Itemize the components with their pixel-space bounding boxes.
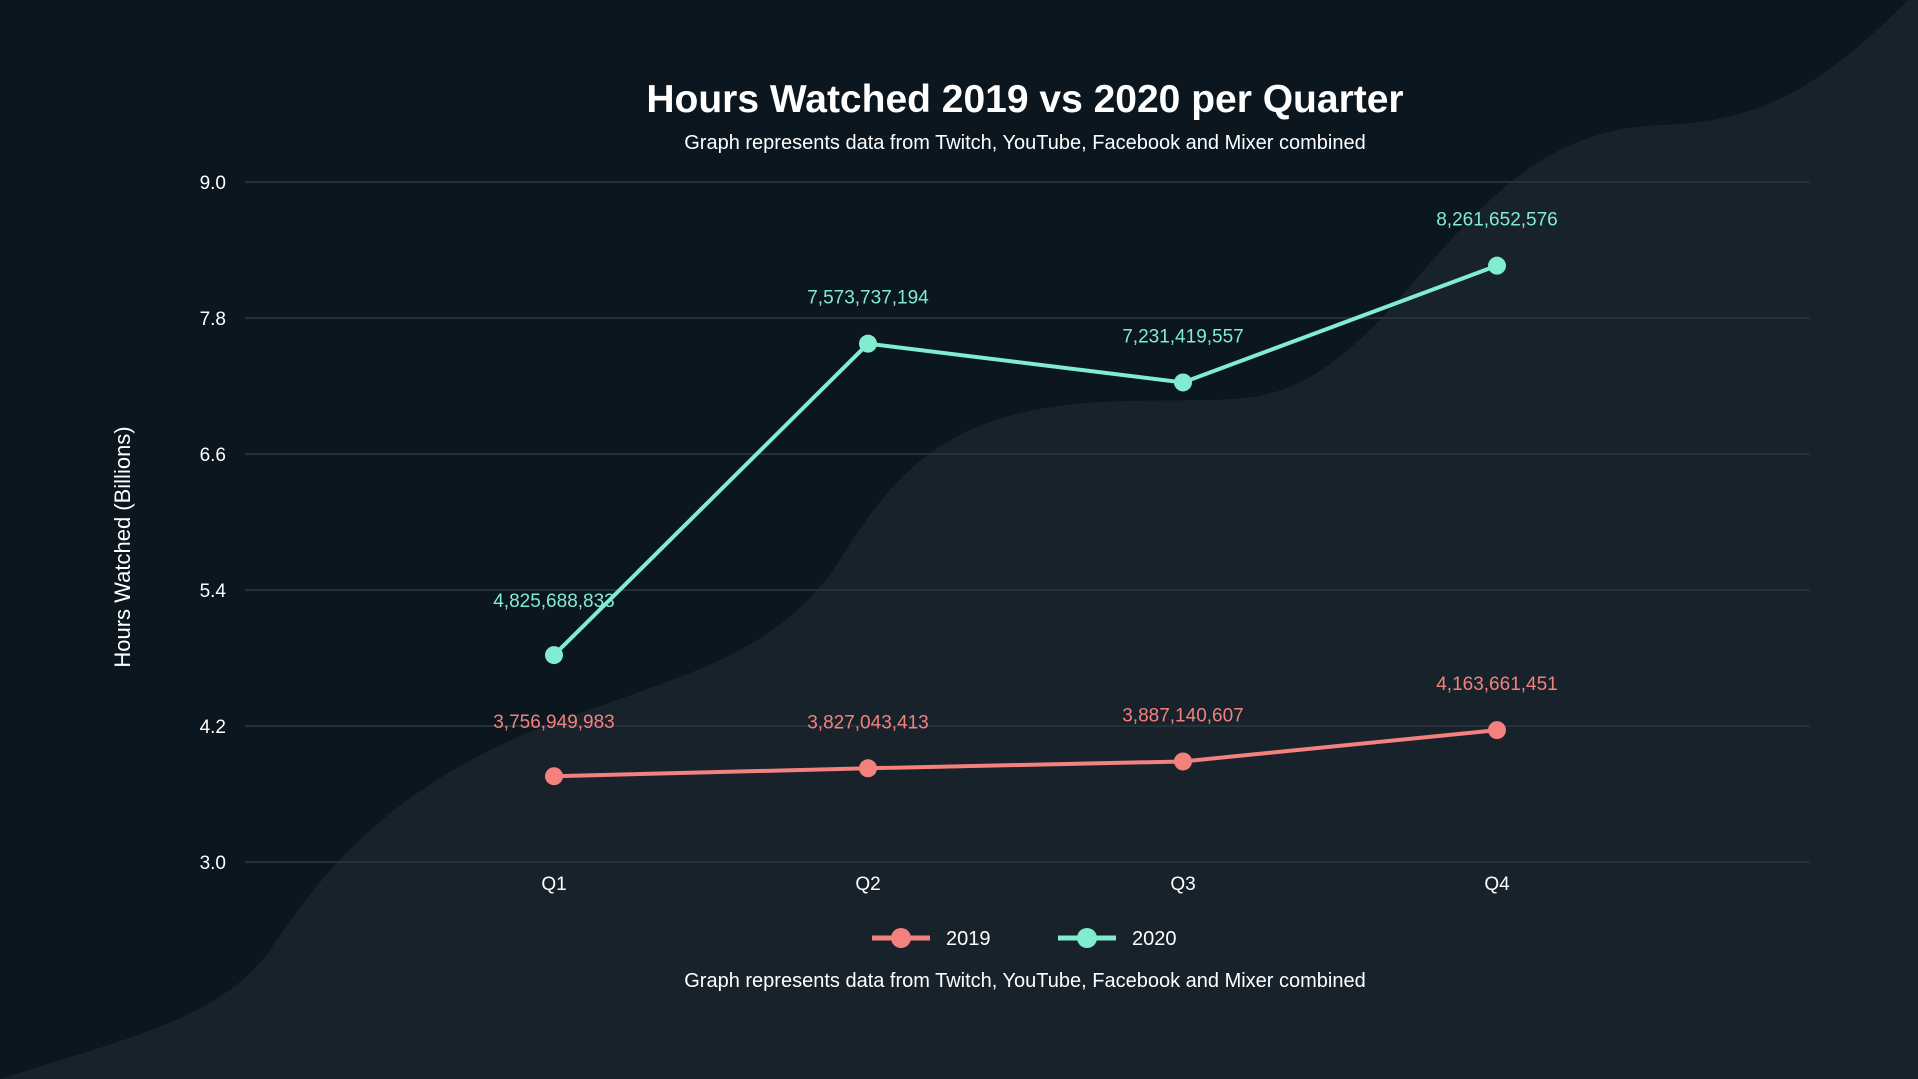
chart-subtitle: Graph represents data from Twitch, YouTu… [684,132,1365,154]
y-tick-label: 4.2 [200,717,226,738]
x-tick-label: Q3 [1170,874,1195,895]
legend: 2019 2020 [872,928,1177,950]
data-label: 7,573,737,194 [807,288,929,309]
legend-item-2019[interactable]: 2019 [872,928,991,950]
x-tick-label: Q1 [541,874,566,895]
data-point [1488,256,1506,275]
data-label: 4,825,688,833 [493,591,615,612]
series-2019: 3,756,949,983 3,827,043,413 3,887,140,607 4… [493,674,1558,786]
chart-title: Hours Watched 2019 vs 2020 per Quarter [646,78,1403,121]
legend-label-2020: 2020 [1132,928,1177,950]
series-line-2019 [553,728,1498,779]
data-point [859,759,877,778]
data-label: 7,231,419,557 [1122,326,1244,347]
legend-label-2019: 2019 [946,928,991,950]
data-point [859,334,877,353]
series-line-2020 [552,263,1498,657]
data-label: 3,887,140,607 [1122,705,1244,726]
x-tick-label: Q2 [855,874,880,895]
data-point [1174,752,1192,771]
data-point [1174,373,1192,392]
data-point [545,646,563,665]
data-label: 4,163,661,451 [1436,674,1558,695]
y-tick-label: 6.6 [200,445,226,466]
data-point [1488,721,1506,740]
y-tick-label: 7.8 [200,309,226,330]
y-tick-label: 9.0 [200,173,226,194]
data-label: 3,756,949,983 [493,712,615,733]
legend-item-2020[interactable]: 2020 [1058,928,1177,950]
y-tick-label: 3.0 [200,853,226,874]
y-axis-title: Hours Watched (Billions) [110,426,135,667]
y-tick-label: 5.4 [200,581,227,602]
chart-caption: Graph represents data from Twitch, YouTu… [684,970,1365,992]
x-tick-label: Q4 [1484,874,1510,895]
data-label: 3,827,043,413 [807,712,929,733]
data-point [545,767,563,786]
data-label: 8,261,652,576 [1436,210,1558,231]
series-2020: 4,825,688,833 7,573,737,194 7,231,419,557 8… [493,210,1558,665]
